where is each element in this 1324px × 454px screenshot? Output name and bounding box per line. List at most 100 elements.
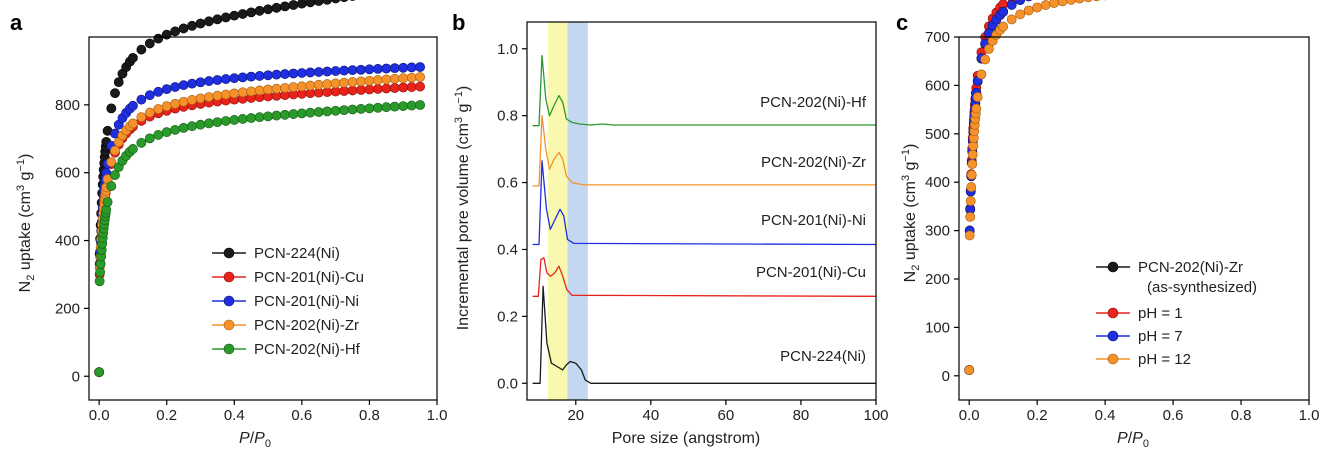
y-tick-label: 0.6 [497, 175, 518, 192]
panel-b-xlabel: Pore size (angstrom) [612, 430, 761, 447]
data-point [390, 64, 399, 73]
x-tick-label: 0.4 [1095, 407, 1116, 424]
data-point [204, 119, 213, 128]
data-point [162, 30, 171, 39]
data-point [314, 0, 323, 6]
data-point [382, 75, 391, 84]
data-point [272, 70, 281, 79]
data-point [373, 84, 382, 93]
data-point [306, 68, 315, 77]
data-point [179, 24, 188, 33]
data-point [187, 122, 196, 131]
data-point [137, 113, 146, 122]
data-point [280, 69, 289, 78]
data-point [221, 90, 230, 99]
data-point [263, 5, 272, 14]
data-point [331, 87, 340, 96]
data-point [1033, 3, 1042, 12]
data-point [154, 104, 163, 113]
legend-item-pcn-202-zr: PCN-202(Ni)-Zr [212, 317, 359, 334]
data-point [331, 79, 340, 88]
data-point [348, 0, 357, 1]
data-point [154, 87, 163, 96]
data-point [339, 0, 348, 2]
legend-label: PCN-202(Ni)-Hf [254, 341, 361, 358]
data-point [128, 53, 137, 62]
data-point [972, 104, 981, 113]
data-point [416, 72, 425, 81]
series-label-pcn-224: PCN-224(Ni) [780, 348, 866, 365]
data-point [272, 3, 281, 12]
data-point [314, 67, 323, 76]
data-point [137, 95, 146, 104]
data-point [95, 277, 104, 286]
data-point [365, 85, 374, 94]
data-point [255, 6, 264, 15]
data-point [314, 107, 323, 116]
data-point [399, 83, 408, 92]
data-point [272, 111, 281, 120]
legend-label: PCN-202(Ni)-Zr [254, 317, 359, 334]
data-point [114, 78, 123, 87]
data-point [1007, 15, 1016, 24]
data-point [196, 19, 205, 28]
data-point [187, 79, 196, 88]
data-point [1084, 0, 1093, 2]
data-point [297, 0, 306, 8]
data-point [137, 138, 146, 147]
legend-label: PCN-224(Ni) [254, 245, 340, 262]
x-tick-label: 0.4 [224, 407, 245, 424]
data-point [213, 15, 222, 24]
series-label-pcn-201-cu: PCN-201(Ni)-Cu [756, 264, 866, 281]
data-point [154, 34, 163, 43]
panel-a-ylabel: N2 uptake (cm3 g−1) [15, 154, 37, 293]
data-point [965, 365, 974, 374]
data-point [1075, 0, 1084, 3]
legend-item-pcn-201-ni: PCN-201(Ni)-Ni [212, 293, 359, 310]
data-point [289, 82, 298, 91]
data-point [213, 91, 222, 100]
data-point [390, 83, 399, 92]
data-point [96, 267, 105, 276]
data-point [1016, 0, 1025, 5]
data-point [110, 146, 119, 155]
panel-c-xlabel: P/P0 [1117, 430, 1149, 449]
data-point [399, 63, 408, 72]
data-point [1016, 10, 1025, 19]
legend-item-ph-12: pH = 12 [1096, 351, 1191, 368]
data-point [973, 92, 982, 101]
data-point [981, 55, 990, 64]
data-point [145, 134, 154, 143]
data-point [348, 105, 357, 114]
data-point [128, 119, 137, 128]
data-point [331, 106, 340, 115]
data-point [399, 74, 408, 83]
data-point [382, 103, 391, 112]
data-point [230, 11, 239, 20]
data-point [247, 113, 256, 122]
data-point [171, 125, 180, 134]
series-c-1 [965, 0, 1297, 375]
data-point [1024, 0, 1033, 1]
data-point [145, 108, 154, 117]
data-point [965, 231, 974, 240]
data-point [289, 0, 298, 9]
data-point [1092, 0, 1101, 1]
data-point [967, 170, 976, 179]
data-point [356, 65, 365, 74]
legend-label: PCN-201(Ni)-Ni [254, 293, 359, 310]
panel-c-letter: c [896, 10, 908, 35]
data-point [373, 103, 382, 112]
pore-band-1 [568, 22, 588, 400]
data-point [196, 94, 205, 103]
x-tick-label: 100 [863, 407, 888, 424]
data-point [110, 170, 119, 179]
legend-label-line2: (as-synthesized) [1147, 279, 1257, 296]
data-point [348, 86, 357, 95]
data-point [128, 144, 137, 153]
data-point [323, 67, 332, 76]
data-point [323, 79, 332, 88]
data-point [297, 82, 306, 91]
y-tick-label: 600 [55, 165, 80, 182]
